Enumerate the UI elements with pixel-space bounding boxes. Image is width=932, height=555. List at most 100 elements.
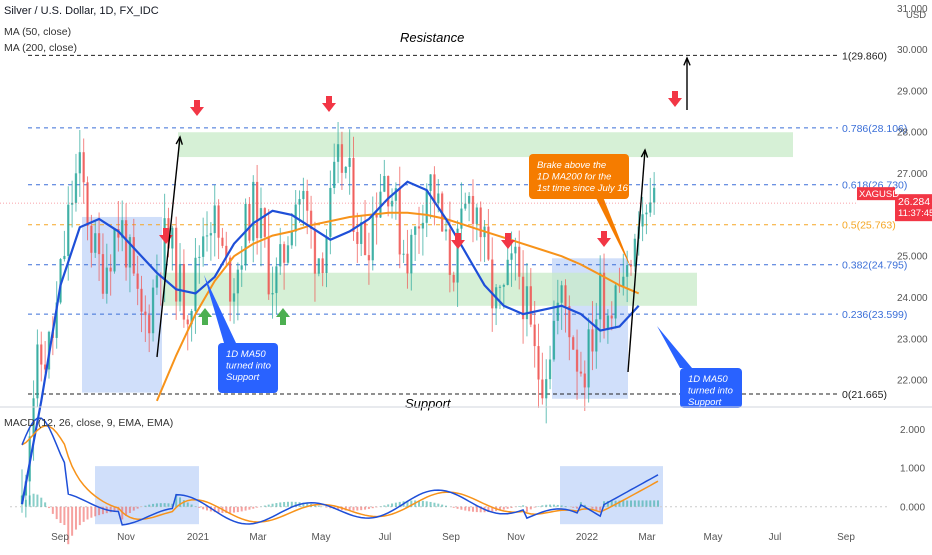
candle-body [587,329,589,387]
macd-histogram-bar [90,507,92,518]
ma50-callout-right-text: Support [688,397,722,408]
candle-body [491,260,493,309]
chart-title: Silver / U.S. Dollar, 1D, FX_IDC [4,5,159,17]
candle-body [264,208,266,237]
macd-histogram-bar [25,500,27,507]
time-axis-label: Sep [837,532,855,543]
macd-histogram-bar [83,507,85,522]
time-axis-label: 2022 [576,532,599,543]
green-up-arrow [198,308,212,317]
candle-body [387,176,389,206]
candle-body [268,237,270,295]
red-down-arrow [322,103,336,112]
candle-body [653,188,655,203]
candle-body [90,226,92,253]
candle-body [375,215,377,218]
macd-histogram-bar [241,507,243,512]
macd-histogram-bar [229,507,231,513]
candle-body [426,191,428,223]
candle-body [156,275,158,287]
candle-body [244,204,246,265]
macd-histogram-bar [275,503,277,507]
macd-histogram-bar [56,507,58,519]
resistance-zone [178,132,793,157]
candle-body [148,315,150,333]
macd-histogram-bar [372,507,374,508]
candle-body [106,268,108,294]
macd-histogram-bar [576,507,578,509]
candle-body [133,237,135,273]
macd-histogram-bar [626,501,628,507]
ma200-callout-text: 1D MA200 for the [537,172,611,183]
candle-body [418,226,420,228]
macd-histogram-bar [368,507,370,509]
macd-histogram-bar [383,505,385,506]
price-axis-tick: 24.000 [897,293,928,304]
macd-histogram-bar [144,506,146,507]
macd-axis-tick: 0.000 [900,502,925,513]
time-axis-label: Jul [379,532,392,543]
macd-histogram-bar [198,507,200,508]
macd-histogram-bar [291,502,293,507]
candle-body [325,237,327,273]
macd-histogram-bar [75,507,77,530]
candle-body [287,245,289,262]
price-countdown: 11:37:45 [898,208,932,219]
macd-histogram-bar [326,507,328,508]
macd-histogram-bar [630,501,632,507]
candle-body [329,188,331,237]
candle-body [248,204,250,241]
red-down-arrow [597,238,611,247]
macd-histogram-bar [642,500,644,506]
candle-body [499,287,501,288]
candle-body [306,191,308,211]
macd-histogram-bar [148,505,150,507]
candle-body [109,268,111,272]
candle-body [302,191,304,199]
candle-body [233,293,235,301]
candle-body [125,220,127,267]
macd-histogram-bar [283,502,285,507]
macd-histogram-bar [430,502,432,507]
candle-body [237,270,239,294]
green-up-arrow [276,308,290,317]
macd-histogram-bar [553,505,555,507]
candle-body [341,144,343,173]
candle-body [144,312,146,315]
candle-body [298,199,300,204]
candle-body [187,320,189,325]
macd-histogram-bar [561,505,563,506]
candle-body [206,235,208,236]
candle-body [75,173,77,203]
macd-histogram-bar [160,503,162,507]
candle-body [352,158,354,232]
price-axis-tick: 23.000 [897,334,928,345]
candle-body [429,174,431,191]
resistance-label: Resistance [400,30,464,45]
candle-body [645,213,647,215]
macd-histogram-bar [268,505,270,507]
candle-body [314,229,316,274]
current-price: 26.284 [898,196,930,208]
price-axis-tick: 28.000 [897,128,928,139]
green-up-arrow [280,316,286,325]
candle-body [614,285,616,318]
macd-histogram-bar [156,503,158,506]
candle-body [210,233,212,235]
macd-histogram-bar [167,503,169,506]
macd-histogram-bar [657,500,659,506]
time-axis-label: 2021 [187,532,210,543]
time-axis-label: Nov [507,532,525,543]
macd-histogram-bar [79,507,81,525]
macd-axis-tick: 2.000 [900,425,925,436]
candle-body [86,182,88,225]
macd-histogram-bar [511,507,513,508]
candle-body [445,229,447,231]
ma50-legend: MA (50, close) [4,26,71,38]
candle-body [472,196,474,224]
red-down-arrow [601,231,607,239]
macd-histogram-bar [356,507,358,511]
macd-histogram-bar [526,507,528,512]
